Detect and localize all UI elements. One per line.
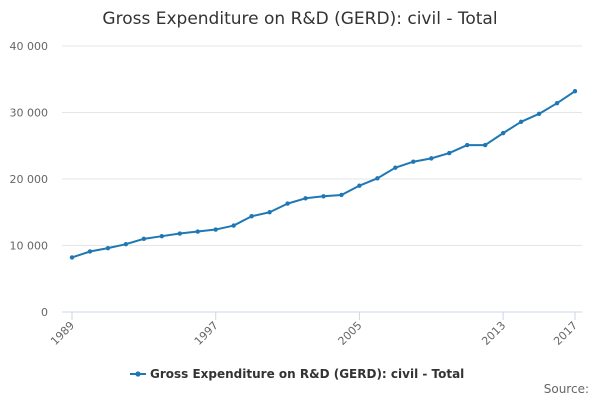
- x-tick-label: 2013: [479, 319, 508, 348]
- data-point[interactable]: [536, 111, 542, 117]
- data-point[interactable]: [339, 192, 344, 198]
- data-point[interactable]: [393, 165, 398, 170]
- data-point[interactable]: [159, 233, 165, 239]
- data-point[interactable]: [69, 255, 75, 260]
- data-point[interactable]: [213, 227, 218, 232]
- data-point[interactable]: [105, 245, 111, 251]
- series-line[interactable]: [71, 90, 576, 259]
- grid-lines: [62, 45, 582, 246]
- x-tick-label: 1989: [48, 319, 77, 348]
- data-point[interactable]: [285, 201, 290, 206]
- data-point[interactable]: [375, 176, 380, 181]
- data-point[interactable]: [554, 100, 560, 106]
- legend-label: Gross Expenditure on R&D (GERD): civil -…: [150, 367, 464, 381]
- data-point[interactable]: [141, 236, 147, 242]
- data-point[interactable]: [267, 210, 272, 215]
- data-point[interactable]: [465, 142, 470, 148]
- legend-point-marker: [135, 371, 141, 377]
- x-axis: [62, 311, 582, 320]
- data-point[interactable]: [572, 89, 578, 94]
- data-point[interactable]: [303, 196, 308, 201]
- data-point[interactable]: [87, 249, 93, 254]
- legend[interactable]: Gross Expenditure on R&D (GERD): civil -…: [130, 367, 464, 381]
- data-point[interactable]: [411, 159, 416, 164]
- data-point[interactable]: [177, 231, 182, 236]
- data-point[interactable]: [482, 142, 488, 148]
- data-point[interactable]: [321, 194, 326, 199]
- data-point[interactable]: [357, 183, 362, 188]
- series-layer: [69, 89, 578, 260]
- y-tick-label: 20 000: [10, 173, 49, 186]
- x-axis-tick-labels: 1989 1997 2005 2013 2017: [48, 319, 580, 348]
- y-tick-label: 30 000: [10, 107, 49, 120]
- data-point[interactable]: [231, 223, 236, 228]
- y-tick-label: 10 000: [10, 240, 49, 253]
- chart-title: Gross Expenditure on R&D (GERD): civil -…: [102, 9, 497, 29]
- x-tick-label: 1997: [192, 319, 221, 348]
- y-tick-label: 0: [41, 306, 48, 319]
- data-point[interactable]: [500, 130, 506, 136]
- data-point[interactable]: [123, 241, 129, 247]
- data-point[interactable]: [518, 119, 524, 125]
- data-point[interactable]: [429, 156, 434, 161]
- x-tick-label: 2005: [336, 319, 365, 348]
- data-point[interactable]: [195, 229, 200, 234]
- x-tick-label: 2017: [551, 319, 580, 348]
- data-point[interactable]: [249, 214, 254, 219]
- y-tick-label: 40 000: [10, 40, 49, 53]
- data-point[interactable]: [447, 150, 452, 156]
- source-credit[interactable]: Source:: [544, 382, 589, 396]
- y-axis-tick-labels: 0 10 000 20 000 30 000 40 000: [10, 40, 49, 319]
